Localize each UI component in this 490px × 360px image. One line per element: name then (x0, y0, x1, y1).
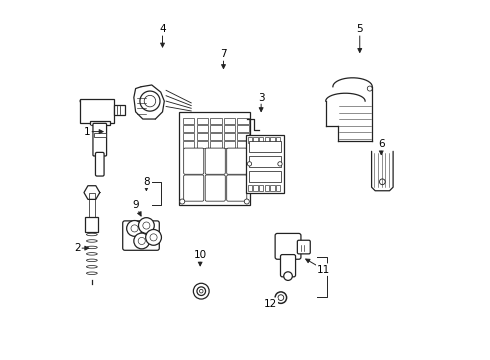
Text: 11: 11 (317, 265, 331, 275)
Bar (247, 185, 252, 191)
Bar (89, 193, 95, 218)
Bar (265, 136, 269, 143)
Circle shape (284, 272, 293, 280)
Text: 5: 5 (356, 24, 363, 35)
Bar (224, 141, 235, 148)
Text: 4: 4 (159, 24, 166, 35)
FancyBboxPatch shape (96, 152, 104, 176)
Text: 7: 7 (220, 49, 227, 59)
Bar (238, 141, 249, 148)
Ellipse shape (87, 253, 97, 255)
Circle shape (197, 287, 205, 296)
Circle shape (247, 162, 252, 166)
Circle shape (131, 225, 138, 232)
Bar (253, 136, 258, 143)
Bar (196, 141, 208, 148)
Bar (94, 134, 105, 137)
Bar (90, 121, 110, 126)
FancyBboxPatch shape (275, 233, 301, 259)
Bar (183, 141, 195, 148)
Bar (196, 134, 208, 140)
Circle shape (199, 289, 203, 293)
Circle shape (379, 179, 385, 185)
Bar (224, 126, 235, 132)
Circle shape (150, 234, 157, 241)
Text: 3: 3 (258, 93, 265, 103)
Bar (114, 105, 125, 116)
Ellipse shape (87, 266, 97, 268)
FancyBboxPatch shape (227, 148, 247, 174)
Bar (210, 126, 221, 132)
Bar (265, 185, 269, 191)
Circle shape (126, 221, 143, 236)
FancyBboxPatch shape (122, 221, 159, 250)
Circle shape (278, 295, 284, 301)
Text: 2: 2 (74, 243, 80, 253)
Bar (238, 118, 249, 124)
Bar (85, 217, 98, 232)
Text: 12: 12 (264, 299, 277, 309)
Bar (80, 99, 114, 123)
Bar (247, 136, 252, 143)
FancyBboxPatch shape (205, 148, 225, 174)
Bar (259, 136, 263, 143)
FancyBboxPatch shape (184, 175, 204, 201)
Bar (249, 171, 281, 182)
Bar (276, 185, 280, 191)
FancyBboxPatch shape (297, 240, 310, 254)
Circle shape (194, 283, 209, 299)
Bar (270, 185, 275, 191)
Ellipse shape (87, 272, 97, 274)
Bar (196, 118, 208, 124)
Bar (183, 118, 195, 124)
FancyBboxPatch shape (93, 123, 107, 156)
Text: 8: 8 (143, 177, 149, 187)
Bar (270, 136, 275, 143)
Bar (210, 118, 221, 124)
Circle shape (144, 95, 156, 107)
Bar (210, 141, 221, 148)
Circle shape (180, 199, 185, 204)
Circle shape (138, 237, 145, 244)
Bar (246, 135, 284, 193)
Circle shape (139, 218, 154, 233)
Circle shape (140, 91, 160, 111)
Circle shape (245, 199, 249, 204)
Bar (249, 141, 281, 152)
Bar (224, 134, 235, 140)
Circle shape (134, 233, 149, 249)
FancyBboxPatch shape (280, 255, 295, 277)
Ellipse shape (87, 233, 97, 236)
FancyBboxPatch shape (205, 175, 225, 201)
Ellipse shape (87, 259, 97, 262)
Ellipse shape (87, 246, 97, 249)
Bar (183, 134, 195, 140)
FancyBboxPatch shape (227, 175, 247, 201)
Circle shape (275, 292, 287, 303)
Circle shape (146, 229, 161, 245)
Circle shape (143, 222, 150, 229)
Circle shape (278, 162, 282, 166)
Bar (179, 112, 250, 205)
FancyBboxPatch shape (184, 148, 204, 174)
Text: 9: 9 (132, 200, 139, 210)
Bar (238, 126, 249, 132)
Bar (276, 136, 280, 143)
Bar (224, 118, 235, 124)
Bar (249, 156, 281, 167)
Text: 6: 6 (378, 139, 385, 149)
Text: 10: 10 (194, 250, 207, 260)
Text: 1: 1 (84, 127, 91, 136)
Circle shape (368, 86, 372, 91)
Bar (196, 126, 208, 132)
Bar (210, 134, 221, 140)
Bar (238, 134, 249, 140)
Bar (253, 185, 258, 191)
Bar (183, 126, 195, 132)
Ellipse shape (87, 240, 97, 242)
Bar (259, 185, 263, 191)
